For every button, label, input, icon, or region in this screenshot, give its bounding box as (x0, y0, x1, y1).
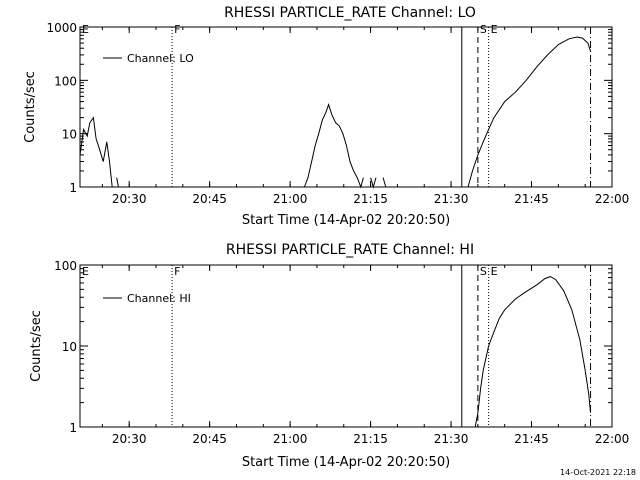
marker-label: E (82, 23, 89, 36)
chart-title: RHESSI PARTICLE_RATE Channel: HI (226, 242, 474, 258)
y-axis-label: Counts/sec (23, 71, 38, 143)
legend: Channel: HI (103, 292, 191, 305)
x-tick-label: 21:15 (353, 432, 388, 446)
x-tick-label: 22:00 (595, 432, 630, 446)
series-lines (474, 276, 591, 428)
y-axis-label: Counts/sec (29, 310, 44, 382)
y-tick-label: 100 (54, 259, 77, 273)
y-tick-label: 100 (54, 74, 77, 88)
plot-frame (79, 264, 613, 428)
marker-label: F (174, 23, 180, 36)
series-line (79, 116, 113, 188)
marker-label: E (491, 265, 498, 278)
x-tick-label: 20:45 (192, 432, 227, 446)
panel-hi: RHESSI PARTICLE_RATE Channel: HI 20:30 20… (29, 242, 629, 470)
marker-label: E (82, 265, 89, 278)
x-tick-label: 21:45 (514, 432, 549, 446)
legend-entry: Channel: LO (127, 52, 194, 65)
x-tick-label: 21:45 (514, 192, 549, 206)
legend: Channel: LO (103, 52, 194, 65)
x-tick-label: 21:00 (273, 432, 308, 446)
x-tick-label: 21:15 (353, 192, 388, 206)
series-line (116, 177, 119, 188)
x-tick-label: 22:00 (595, 192, 630, 206)
y-tick-label: 1 (69, 421, 77, 435)
series-line (382, 177, 387, 188)
x-tick-label: 20:45 (192, 192, 227, 206)
chart-title: RHESSI PARTICLE_RATE Channel: LO (224, 5, 476, 21)
y-tick-label: 1000 (46, 21, 77, 35)
legend-entry: Channel: HI (127, 292, 191, 305)
x-axis-label: Start Time (14-Apr-02 20:20:50) (242, 213, 450, 228)
marker-label: S (480, 23, 487, 36)
x-tick-label: 21:30 (434, 192, 469, 206)
marker-label: F (174, 265, 180, 278)
y-ticks: 1 10 100 (54, 259, 612, 435)
x-tick-label: 21:30 (434, 432, 469, 446)
marker-label: E (491, 23, 498, 36)
series-line (303, 103, 364, 189)
series-line (467, 36, 591, 188)
footer-timestamp: 14-Oct-2021 22:18 (560, 468, 636, 477)
marker-label: S (480, 265, 487, 278)
plot-frame (79, 26, 613, 188)
x-ticks: 20:30 20:45 21:00 21:15 21:30 21:45 22:00 (101, 27, 630, 206)
y-ticks: 1 10 100 1000 (46, 21, 612, 195)
x-ticks: 20:30 20:45 21:00 21:15 21:30 21:45 22:00 (101, 265, 630, 446)
y-tick-label: 10 (62, 128, 77, 142)
series-line (474, 276, 591, 428)
x-tick-label: 20:30 (112, 432, 147, 446)
y-tick-label: 1 (69, 181, 77, 195)
panel-lo: RHESSI PARTICLE_RATE Channel: LO 20:30 20… (23, 5, 629, 228)
y-tick-label: 10 (62, 340, 77, 354)
x-tick-label: 21:00 (273, 192, 308, 206)
x-tick-label: 20:30 (112, 192, 147, 206)
x-axis-label: Start Time (14-Apr-02 20:20:50) (242, 455, 450, 470)
series-line (370, 177, 377, 189)
series-lines (79, 36, 591, 189)
